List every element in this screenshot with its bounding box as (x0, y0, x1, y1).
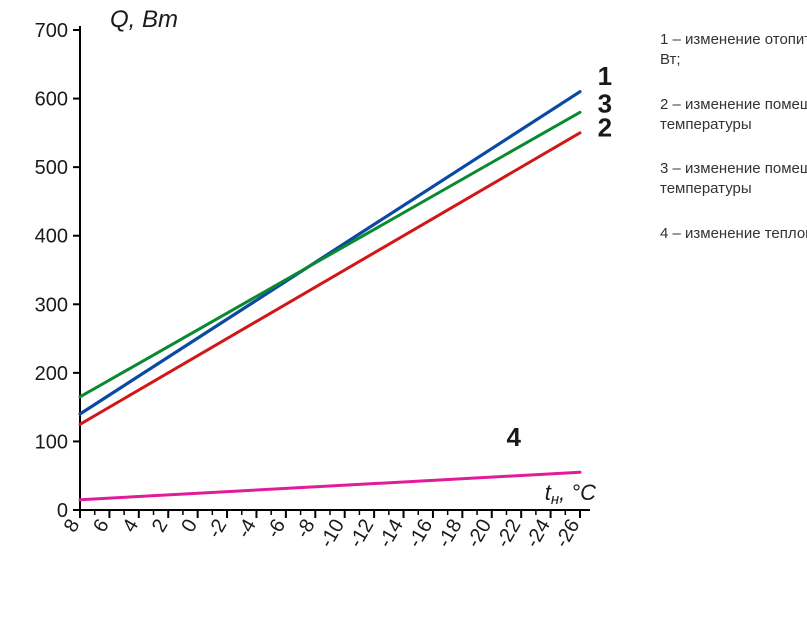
svg-text:2: 2 (148, 516, 173, 537)
svg-text:-14: -14 (374, 516, 408, 552)
legend: 1 – изменение отопительно Вт; 2 – измене… (660, 30, 807, 268)
svg-text:-22: -22 (492, 516, 526, 552)
svg-text:4: 4 (506, 422, 521, 452)
svg-text:600: 600 (35, 89, 68, 111)
svg-text:-10: -10 (316, 516, 350, 552)
svg-text:8: 8 (60, 516, 85, 537)
svg-text:200: 200 (35, 363, 68, 385)
svg-text:-2: -2 (203, 516, 231, 542)
svg-text:-12: -12 (345, 516, 379, 552)
svg-text:-26: -26 (551, 516, 585, 552)
legend-item-3: 3 – изменение помещения температуры (660, 159, 807, 200)
svg-text:-24: -24 (521, 516, 555, 552)
legend-item-1: 1 – изменение отопительно Вт; (660, 30, 807, 71)
line-chart: 010020030040050060070086420-2-4-6-8-10-1… (0, 0, 620, 565)
svg-text:-16: -16 (404, 516, 438, 552)
legend-item-4: 4 – изменение тепловой эн (660, 224, 807, 244)
svg-text:-6: -6 (262, 516, 290, 542)
page: 010020030040050060070086420-2-4-6-8-10-1… (0, 0, 807, 625)
svg-text:500: 500 (35, 157, 68, 179)
chart-svg: 010020030040050060070086420-2-4-6-8-10-1… (0, 0, 620, 560)
svg-text:0: 0 (177, 516, 202, 537)
svg-text:700: 700 (35, 20, 68, 42)
svg-text:tн, °C: tн, °C (545, 480, 596, 508)
svg-text:-4: -4 (233, 516, 261, 542)
svg-text:2: 2 (598, 112, 612, 142)
svg-text:-20: -20 (463, 516, 497, 552)
svg-text:300: 300 (35, 294, 68, 316)
svg-text:-8: -8 (292, 516, 320, 542)
svg-text:1: 1 (598, 61, 612, 91)
svg-text:-18: -18 (433, 516, 467, 552)
svg-text:100: 100 (35, 431, 68, 453)
legend-item-2: 2 – изменение помещения температуры (660, 95, 807, 136)
svg-text:4: 4 (119, 516, 144, 537)
svg-text:400: 400 (35, 226, 68, 248)
svg-text:Q, Вт: Q, Вт (110, 6, 178, 33)
svg-text:6: 6 (89, 516, 114, 537)
